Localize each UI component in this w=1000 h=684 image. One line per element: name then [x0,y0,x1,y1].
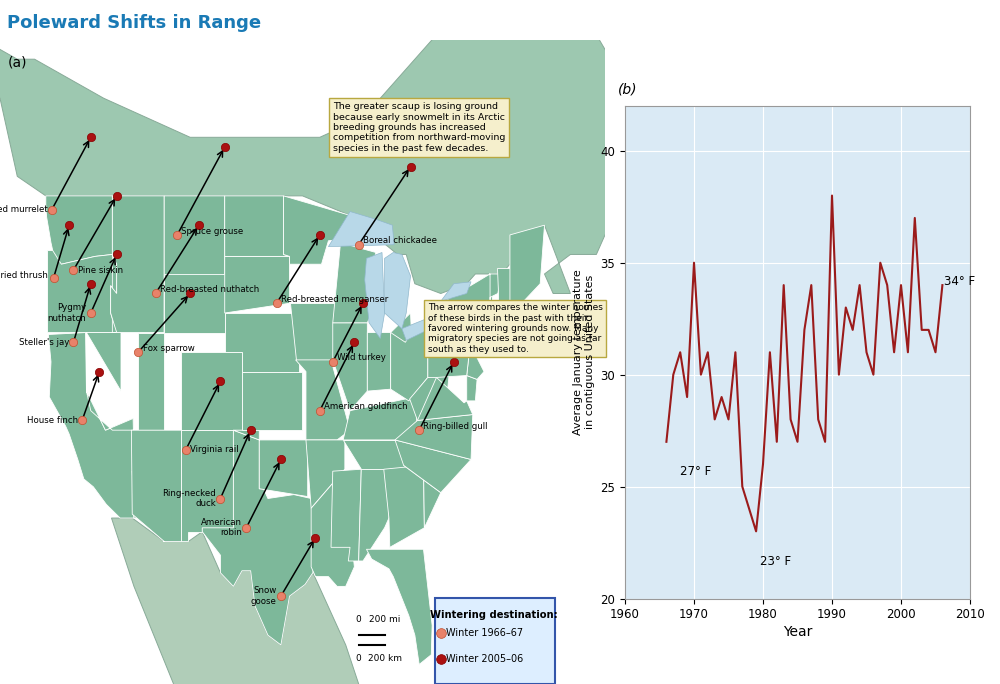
Polygon shape [467,344,484,380]
Polygon shape [365,252,385,339]
Text: Varied thrush: Varied thrush [0,272,48,280]
Text: Red-breasted merganser: Red-breasted merganser [281,295,388,304]
Polygon shape [111,196,164,332]
Polygon shape [164,196,225,332]
Polygon shape [333,323,367,410]
Polygon shape [510,225,544,313]
Polygon shape [366,549,432,664]
Polygon shape [0,0,665,293]
Text: Winter 1966–67: Winter 1966–67 [446,628,523,638]
Polygon shape [86,254,138,518]
Text: Ring-necked
duck: Ring-necked duck [162,489,216,508]
Polygon shape [417,378,473,421]
Text: 0: 0 [356,654,362,663]
Polygon shape [181,352,242,430]
Text: Fox sparrow: Fox sparrow [143,343,194,353]
Text: Pygmy
nuthatch: Pygmy nuthatch [48,303,86,323]
Text: Red-breasted nuthatch: Red-breasted nuthatch [160,285,259,294]
Polygon shape [131,430,181,542]
Polygon shape [384,465,424,547]
Polygon shape [489,274,501,315]
Polygon shape [225,196,290,256]
Text: (b): (b) [618,82,638,96]
Text: The greater scaup is losing ground
because early snowmelt in its Arctic
breeding: The greater scaup is losing ground becau… [333,102,505,153]
Polygon shape [488,313,519,346]
Text: Poleward Shifts in Range: Poleward Shifts in Range [7,14,261,32]
Polygon shape [343,440,418,469]
Polygon shape [391,313,411,342]
Polygon shape [181,430,233,542]
Polygon shape [311,469,354,586]
Text: Boreal chickadee: Boreal chickadee [363,236,437,246]
Polygon shape [138,332,164,430]
Polygon shape [487,332,503,350]
Text: Winter 2005–06: Winter 2005–06 [446,654,523,663]
Polygon shape [283,196,350,264]
Polygon shape [402,313,443,341]
Polygon shape [395,440,471,492]
Text: (a): (a) [7,56,27,70]
Polygon shape [202,430,315,645]
Polygon shape [111,518,372,684]
X-axis label: Year: Year [783,625,812,640]
Text: 0: 0 [356,614,362,624]
Text: Snow
goose: Snow goose [251,586,277,606]
Text: Spruce grouse: Spruce grouse [181,226,244,235]
Polygon shape [497,268,510,313]
Polygon shape [333,243,376,323]
Polygon shape [48,250,138,332]
Polygon shape [225,256,290,313]
Polygon shape [164,274,225,332]
Polygon shape [296,360,350,440]
Text: Pine siskin: Pine siskin [78,265,123,274]
Text: American
robin: American robin [201,518,242,538]
Polygon shape [306,440,345,508]
Polygon shape [410,371,449,421]
Polygon shape [467,376,477,401]
Text: 200 mi: 200 mi [369,614,400,624]
Polygon shape [225,313,299,371]
Polygon shape [441,282,471,302]
Polygon shape [290,303,345,360]
Text: Wild turkey: Wild turkey [337,354,386,363]
Text: Steller's jay: Steller's jay [19,338,69,347]
Y-axis label: Average January temperature
in contiguous United States: Average January temperature in contiguou… [573,269,595,435]
Polygon shape [391,327,428,401]
Polygon shape [367,332,391,391]
Text: American goldfinch: American goldfinch [324,402,408,411]
Polygon shape [428,327,478,378]
Polygon shape [385,252,411,328]
Text: 200 km: 200 km [368,654,402,663]
Text: 23° F: 23° F [760,555,791,568]
Polygon shape [395,415,473,460]
Polygon shape [46,196,112,264]
Polygon shape [233,430,308,497]
Polygon shape [242,371,302,430]
Text: House finch: House finch [27,416,78,425]
Polygon shape [502,332,508,346]
Polygon shape [343,397,418,440]
Text: Wintering destination:: Wintering destination: [430,610,558,620]
Text: 34° F: 34° F [944,275,975,288]
Polygon shape [404,465,441,528]
Polygon shape [331,469,361,561]
Polygon shape [328,211,394,247]
Text: Marbled murrelet: Marbled murrelet [0,205,48,214]
Polygon shape [428,274,493,332]
Text: The arrow compares the winter homes
of these birds in the past with their
favore: The arrow compares the winter homes of t… [428,303,603,354]
Text: Virginia rail: Virginia rail [190,445,239,454]
Polygon shape [359,469,389,561]
Text: Ring-billed gull: Ring-billed gull [423,422,488,431]
Text: 27° F: 27° F [680,465,711,478]
Polygon shape [48,332,137,518]
FancyBboxPatch shape [435,598,555,684]
